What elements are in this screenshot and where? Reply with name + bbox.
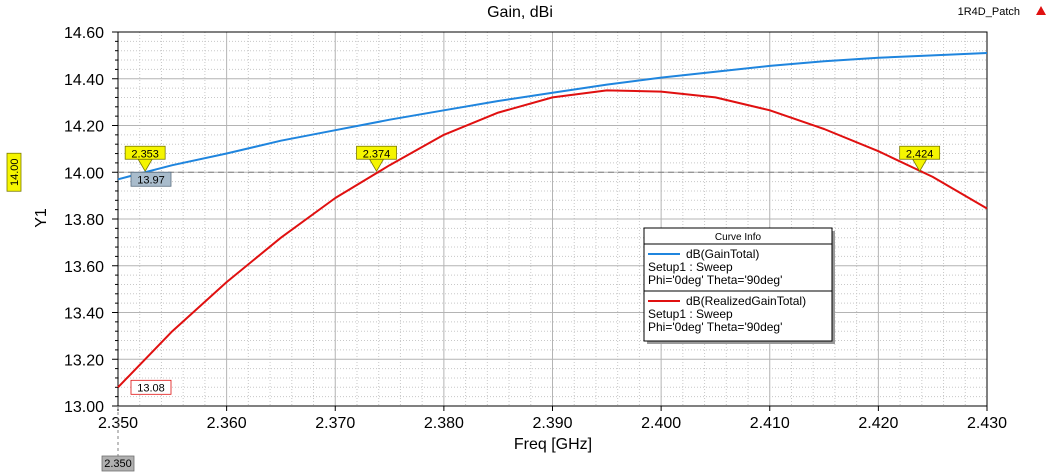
y-tick-label: 14.60	[64, 25, 104, 42]
x-tick-label: 2.400	[641, 415, 681, 432]
marker-tag[interactable]	[356, 145, 397, 160]
y-tick-label: 13.60	[64, 259, 104, 276]
plot-area[interactable]: 13.00 13.20 13.40 13.60 13.80 14.00 14.20 14.40…	[6, 25, 1007, 472]
marker-label: 2.374	[363, 148, 391, 160]
x-cursor-tag[interactable]	[101, 455, 135, 472]
y-tick-label: 13.00	[64, 399, 104, 416]
marker-label: 2.424	[906, 148, 934, 160]
x-tick-label: 2.380	[424, 415, 464, 432]
x-tick-label: 2.350	[98, 415, 138, 432]
x-cursor-label: 2.350	[104, 458, 132, 470]
marker-label: 2.353	[131, 148, 159, 160]
value-tag-label: 13.97	[137, 174, 165, 186]
warning-icon[interactable]	[1036, 6, 1046, 15]
legend-entry-name: dB(GainTotal)	[686, 247, 759, 261]
legend-entry-name: dB(RealizedGainTotal)	[686, 294, 806, 308]
reference-line-label: 14.00	[9, 158, 21, 186]
chart-title: Gain, dBi	[487, 4, 553, 21]
value-tag-label: 13.08	[137, 382, 165, 394]
legend-entry-detail: Phi='0deg' Theta='90deg'	[648, 320, 782, 334]
legend-box	[643, 227, 833, 342]
legend-entry-detail: Setup1 : Sweep	[648, 307, 733, 321]
x-tick-label: 2.420	[858, 415, 898, 432]
y-tick-label: 14.40	[64, 72, 104, 89]
series-line[interactable]	[117, 89, 988, 388]
legend-title: Curve Info	[715, 232, 762, 243]
marker-tag[interactable]	[124, 145, 166, 160]
y-tick-label: 13.40	[64, 306, 104, 323]
y-tick-label: 14.00	[64, 165, 104, 182]
marker-tag[interactable]	[899, 145, 941, 160]
reference-line-tag[interactable]	[6, 152, 22, 192]
value-tag[interactable]	[130, 379, 172, 395]
value-tag[interactable]	[130, 171, 172, 187]
x-tick-label: 2.360	[207, 415, 247, 432]
legend-entry-detail: Phi='0deg' Theta='90deg'	[648, 273, 782, 287]
y-tick-label: 14.20	[64, 119, 104, 136]
y-tick-label: 13.20	[64, 352, 104, 369]
x-axis-label: Freq [GHz]	[514, 436, 592, 453]
x-tick-label: 2.430	[967, 415, 1007, 432]
legend-entry-detail: Setup1 : Sweep	[648, 260, 733, 274]
x-tick-label: 2.410	[750, 415, 790, 432]
y-tick-label: 13.80	[64, 212, 104, 229]
project-name: 1R4D_Patch	[958, 6, 1020, 18]
x-tick-label: 2.370	[315, 415, 355, 432]
x-tick-label: 2.390	[532, 415, 572, 432]
plot-frame	[117, 31, 988, 407]
series-line[interactable]	[117, 52, 988, 181]
y-axis-label: Y1	[33, 208, 50, 228]
